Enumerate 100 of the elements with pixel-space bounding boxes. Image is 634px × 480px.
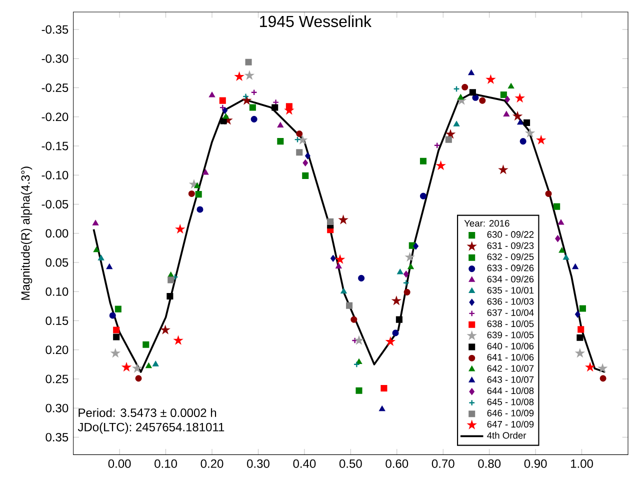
legend-label: 638 - 10/05 (487, 320, 534, 328)
point (209, 92, 215, 98)
point (499, 166, 508, 174)
point (579, 305, 586, 312)
point (133, 364, 142, 372)
point (336, 263, 342, 268)
point (468, 70, 474, 76)
point (94, 246, 100, 252)
legend-label: 647 - 10/09 (487, 420, 534, 428)
point (161, 326, 170, 334)
y-tick-label: -0.10 (42, 170, 68, 180)
point (98, 255, 104, 260)
point (352, 337, 358, 344)
point (168, 276, 174, 284)
legend-label: 4th Order (487, 432, 526, 439)
legend-label: 633 - 09/26 (487, 264, 534, 272)
point (445, 136, 452, 143)
legend-label: 632 - 09/25 (487, 253, 534, 260)
point (572, 264, 578, 270)
point (294, 136, 301, 143)
point (109, 312, 116, 319)
point (434, 142, 440, 149)
legend-label: 631 - 09/23 (487, 242, 534, 249)
point (176, 225, 184, 233)
point (356, 358, 362, 364)
point (353, 361, 360, 368)
x-tick-label: 0.70 (432, 459, 454, 468)
point (222, 107, 228, 114)
point (413, 242, 418, 250)
point (277, 138, 284, 145)
point (174, 336, 182, 344)
legend-label: 644 - 10/08 (487, 387, 534, 394)
point (406, 253, 414, 261)
x-tick-label: 0.40 (293, 459, 316, 468)
y-tick-label: 0.00 (46, 229, 68, 238)
legend-label: 635 - 10/01 (487, 286, 534, 294)
point (135, 375, 142, 382)
point (166, 292, 174, 300)
legend-label: 636 - 10/03 (487, 298, 534, 305)
point (600, 375, 606, 382)
y-tick-label: 0.05 (46, 258, 68, 267)
point (454, 121, 460, 126)
y-axis-title: Magnitude(R) alpha(4.3°) (20, 166, 32, 300)
legend-label: 641 - 10/06 (487, 354, 534, 361)
x-tick-label: 0.90 (524, 459, 547, 468)
point (356, 387, 362, 394)
y-tick-label: -0.35 (42, 25, 68, 34)
annotation: Period: 3.5473 ± 0.0002 h (78, 408, 216, 418)
point (272, 104, 278, 111)
point (195, 191, 202, 198)
point (520, 138, 526, 145)
point (576, 349, 584, 357)
point (278, 122, 284, 128)
point (598, 364, 606, 372)
point (396, 316, 402, 323)
point (420, 158, 427, 164)
point (358, 274, 365, 282)
legend-label: 643 - 10/07 (487, 376, 534, 383)
point (245, 58, 252, 66)
annotation: JDo(LTC): 2457654.181011 (78, 422, 224, 434)
point (242, 96, 251, 104)
legend-label: 642 - 10/07 (487, 364, 534, 372)
x-tick-label: 0.10 (154, 459, 177, 468)
legend-label: 634 - 09/26 (487, 276, 534, 282)
y-tick-label: -0.30 (42, 54, 68, 63)
point (330, 255, 336, 262)
point (339, 216, 348, 224)
point (296, 149, 303, 156)
point (246, 71, 254, 79)
point (469, 89, 476, 96)
y-tick-label: -0.15 (42, 142, 68, 150)
point (242, 93, 250, 100)
point (302, 160, 308, 166)
legend-label: 646 - 10/09 (487, 410, 534, 416)
point (296, 130, 303, 138)
point (517, 119, 524, 125)
y-tick-label: -0.25 (42, 83, 68, 92)
point (462, 84, 468, 90)
point (576, 334, 584, 341)
point (404, 270, 409, 278)
point (558, 220, 564, 225)
legend-label: 630 - 09/22 (487, 230, 534, 238)
y-tick-label: 0.20 (46, 346, 68, 354)
point (555, 235, 560, 242)
legend-label: 645 - 10/08 (487, 398, 534, 406)
point (219, 97, 226, 104)
point (408, 264, 414, 270)
point (327, 218, 334, 225)
x-tick-label: 0.00 (108, 459, 131, 468)
point (196, 206, 204, 213)
point (545, 190, 552, 198)
point (397, 269, 404, 274)
point (472, 94, 479, 101)
point (222, 114, 229, 119)
legend-label: 637 - 10/04 (487, 309, 534, 316)
x-tick-label: 1.00 (571, 459, 593, 468)
point (172, 274, 178, 280)
y-tick-label: 0.30 (46, 404, 68, 412)
point (453, 86, 460, 92)
point (500, 91, 507, 98)
